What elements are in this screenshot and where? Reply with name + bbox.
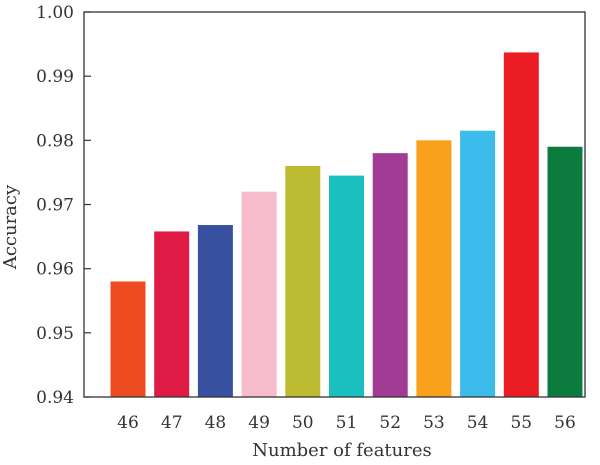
x-tick-label: 55 xyxy=(510,413,532,433)
y-tick-label: 0.99 xyxy=(36,67,74,87)
bar-54 xyxy=(460,130,496,397)
x-tick-label: 51 xyxy=(336,413,358,433)
bar-48 xyxy=(197,225,233,397)
y-axis-title: Accuracy xyxy=(0,184,21,270)
y-tick-label: 0.98 xyxy=(36,131,74,151)
y-tick-label: 1.00 xyxy=(36,3,74,23)
x-tick-label: 47 xyxy=(161,413,183,433)
x-tick-label: 52 xyxy=(379,413,401,433)
x-axis-title: Number of features xyxy=(252,440,432,461)
bar-56 xyxy=(547,146,583,397)
y-tick-label: 0.95 xyxy=(36,324,74,344)
x-tick-label: 54 xyxy=(467,413,489,433)
bar-52 xyxy=(372,153,408,397)
bar-51 xyxy=(329,175,364,397)
x-tick-label: 50 xyxy=(292,413,314,433)
plot-frame xyxy=(83,11,586,398)
x-tick-label: 48 xyxy=(205,413,227,433)
y-tick-label: 0.94 xyxy=(36,388,74,408)
bar-46 xyxy=(110,281,146,397)
bar-47 xyxy=(154,231,190,397)
y-tick-label: 0.97 xyxy=(36,196,74,216)
bars-group xyxy=(110,52,583,398)
bar-50 xyxy=(285,166,321,397)
x-tick-label: 46 xyxy=(117,413,139,433)
y-tick-label: 0.96 xyxy=(36,260,74,280)
x-tick-label: 49 xyxy=(248,413,270,433)
bar-53 xyxy=(416,140,452,397)
y-axis-ticks: 0.94 0.95 0.96 0.97 0.98 0.99 1.00 xyxy=(36,3,91,408)
bar-49 xyxy=(241,191,277,397)
x-axis-ticks: 46 47 48 49 50 51 52 53 54 55 56 xyxy=(117,413,576,433)
bar-55 xyxy=(503,52,539,398)
x-tick-label: 56 xyxy=(554,413,576,433)
x-tick-label: 53 xyxy=(423,413,445,433)
